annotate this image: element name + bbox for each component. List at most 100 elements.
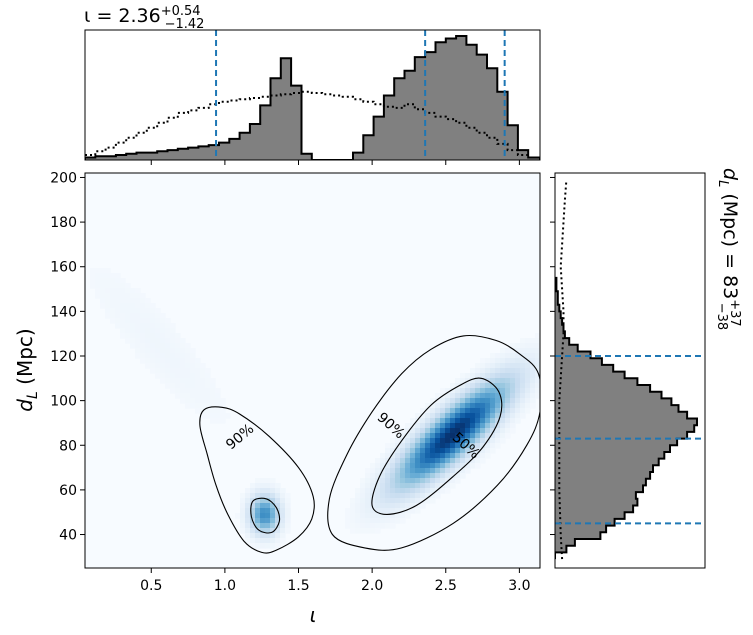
density-cell <box>370 528 376 534</box>
density-cell <box>160 368 166 374</box>
density-cell <box>400 468 406 474</box>
density-cell <box>185 368 191 374</box>
density-cell <box>275 538 281 544</box>
density-cell <box>170 388 176 394</box>
density-cell <box>415 478 421 484</box>
density-cell <box>525 353 531 359</box>
density-cell <box>505 378 511 384</box>
density-cell <box>425 418 431 424</box>
density-cell <box>170 353 176 359</box>
density-cell <box>455 418 461 424</box>
density-cell <box>355 503 361 509</box>
density-cell <box>345 513 351 519</box>
density-cell <box>435 403 441 409</box>
density-cell <box>110 273 116 279</box>
density-cell <box>405 463 411 469</box>
density-cell <box>435 488 441 494</box>
density-cell <box>390 468 396 474</box>
density-cell <box>485 368 491 374</box>
density-cell <box>400 483 406 489</box>
density-cell <box>445 453 451 459</box>
density-cell <box>415 428 421 434</box>
density-cell <box>445 418 451 424</box>
density-cell <box>270 538 276 544</box>
density-cell <box>410 453 416 459</box>
density-cell <box>265 533 271 539</box>
density-cell <box>215 398 221 404</box>
density-cell <box>490 373 496 379</box>
density-cell <box>490 363 496 369</box>
density-cell <box>445 483 451 489</box>
density-cell <box>360 508 366 514</box>
density-cell <box>425 468 431 474</box>
density-cell <box>150 338 156 344</box>
density-cell <box>285 503 291 509</box>
density-cell <box>410 508 416 514</box>
density-cell <box>410 468 416 474</box>
density-cell <box>150 318 156 324</box>
density-cell <box>485 403 491 409</box>
density-cell <box>100 283 106 289</box>
density-cell <box>355 528 361 534</box>
density-cell <box>155 358 161 364</box>
density-cell <box>470 423 476 429</box>
density-cell <box>465 423 471 429</box>
density-cell <box>415 463 421 469</box>
density-cell <box>430 403 436 409</box>
density-cell <box>480 408 486 414</box>
density-cell <box>520 378 526 384</box>
density-cell <box>465 453 471 459</box>
density-cell <box>185 383 191 389</box>
density-cell <box>485 413 491 419</box>
density-cell <box>430 408 436 414</box>
density-cell <box>395 498 401 504</box>
density-cell <box>480 358 486 364</box>
density-cell <box>465 448 471 454</box>
density-cell <box>440 468 446 474</box>
density-cell <box>215 413 221 419</box>
density-cell <box>125 338 131 344</box>
density-cell <box>105 283 111 289</box>
density-cell <box>385 443 391 449</box>
density-cell <box>480 428 486 434</box>
density-cell <box>375 503 381 509</box>
density-cell <box>480 383 486 389</box>
density-cell <box>495 433 501 439</box>
density-cell <box>260 518 266 524</box>
density-cell <box>415 488 421 494</box>
density-cell <box>110 278 116 284</box>
density-cell <box>450 408 456 414</box>
density-cell <box>175 383 181 389</box>
density-cell <box>515 358 521 364</box>
density-cell <box>150 328 156 334</box>
density-cell <box>520 343 526 349</box>
density-cell <box>490 418 496 424</box>
density-cell <box>535 343 540 349</box>
density-cell <box>165 358 171 364</box>
density-cell <box>250 488 256 494</box>
density-cell <box>505 358 511 364</box>
density-cell <box>500 403 506 409</box>
density-cell <box>160 323 166 329</box>
density-cell <box>270 523 276 529</box>
density-cell <box>105 313 111 319</box>
density-cell <box>120 298 126 304</box>
density-cell <box>420 438 426 444</box>
density-cell <box>370 488 376 494</box>
density-cell <box>145 353 151 359</box>
density-cell <box>130 318 136 324</box>
density-cell <box>520 383 526 389</box>
density-cell <box>515 348 521 354</box>
density-cell <box>195 398 201 404</box>
density-cell <box>485 398 491 404</box>
density-cell <box>520 393 526 399</box>
density-cell <box>495 428 501 434</box>
density-cell <box>440 413 446 419</box>
density-cell <box>515 408 521 414</box>
density-cell <box>400 493 406 499</box>
density-cell <box>125 303 131 309</box>
density-cell <box>265 508 271 514</box>
density-cell <box>515 343 521 349</box>
density-cell <box>525 388 531 394</box>
density-cell <box>450 443 456 449</box>
